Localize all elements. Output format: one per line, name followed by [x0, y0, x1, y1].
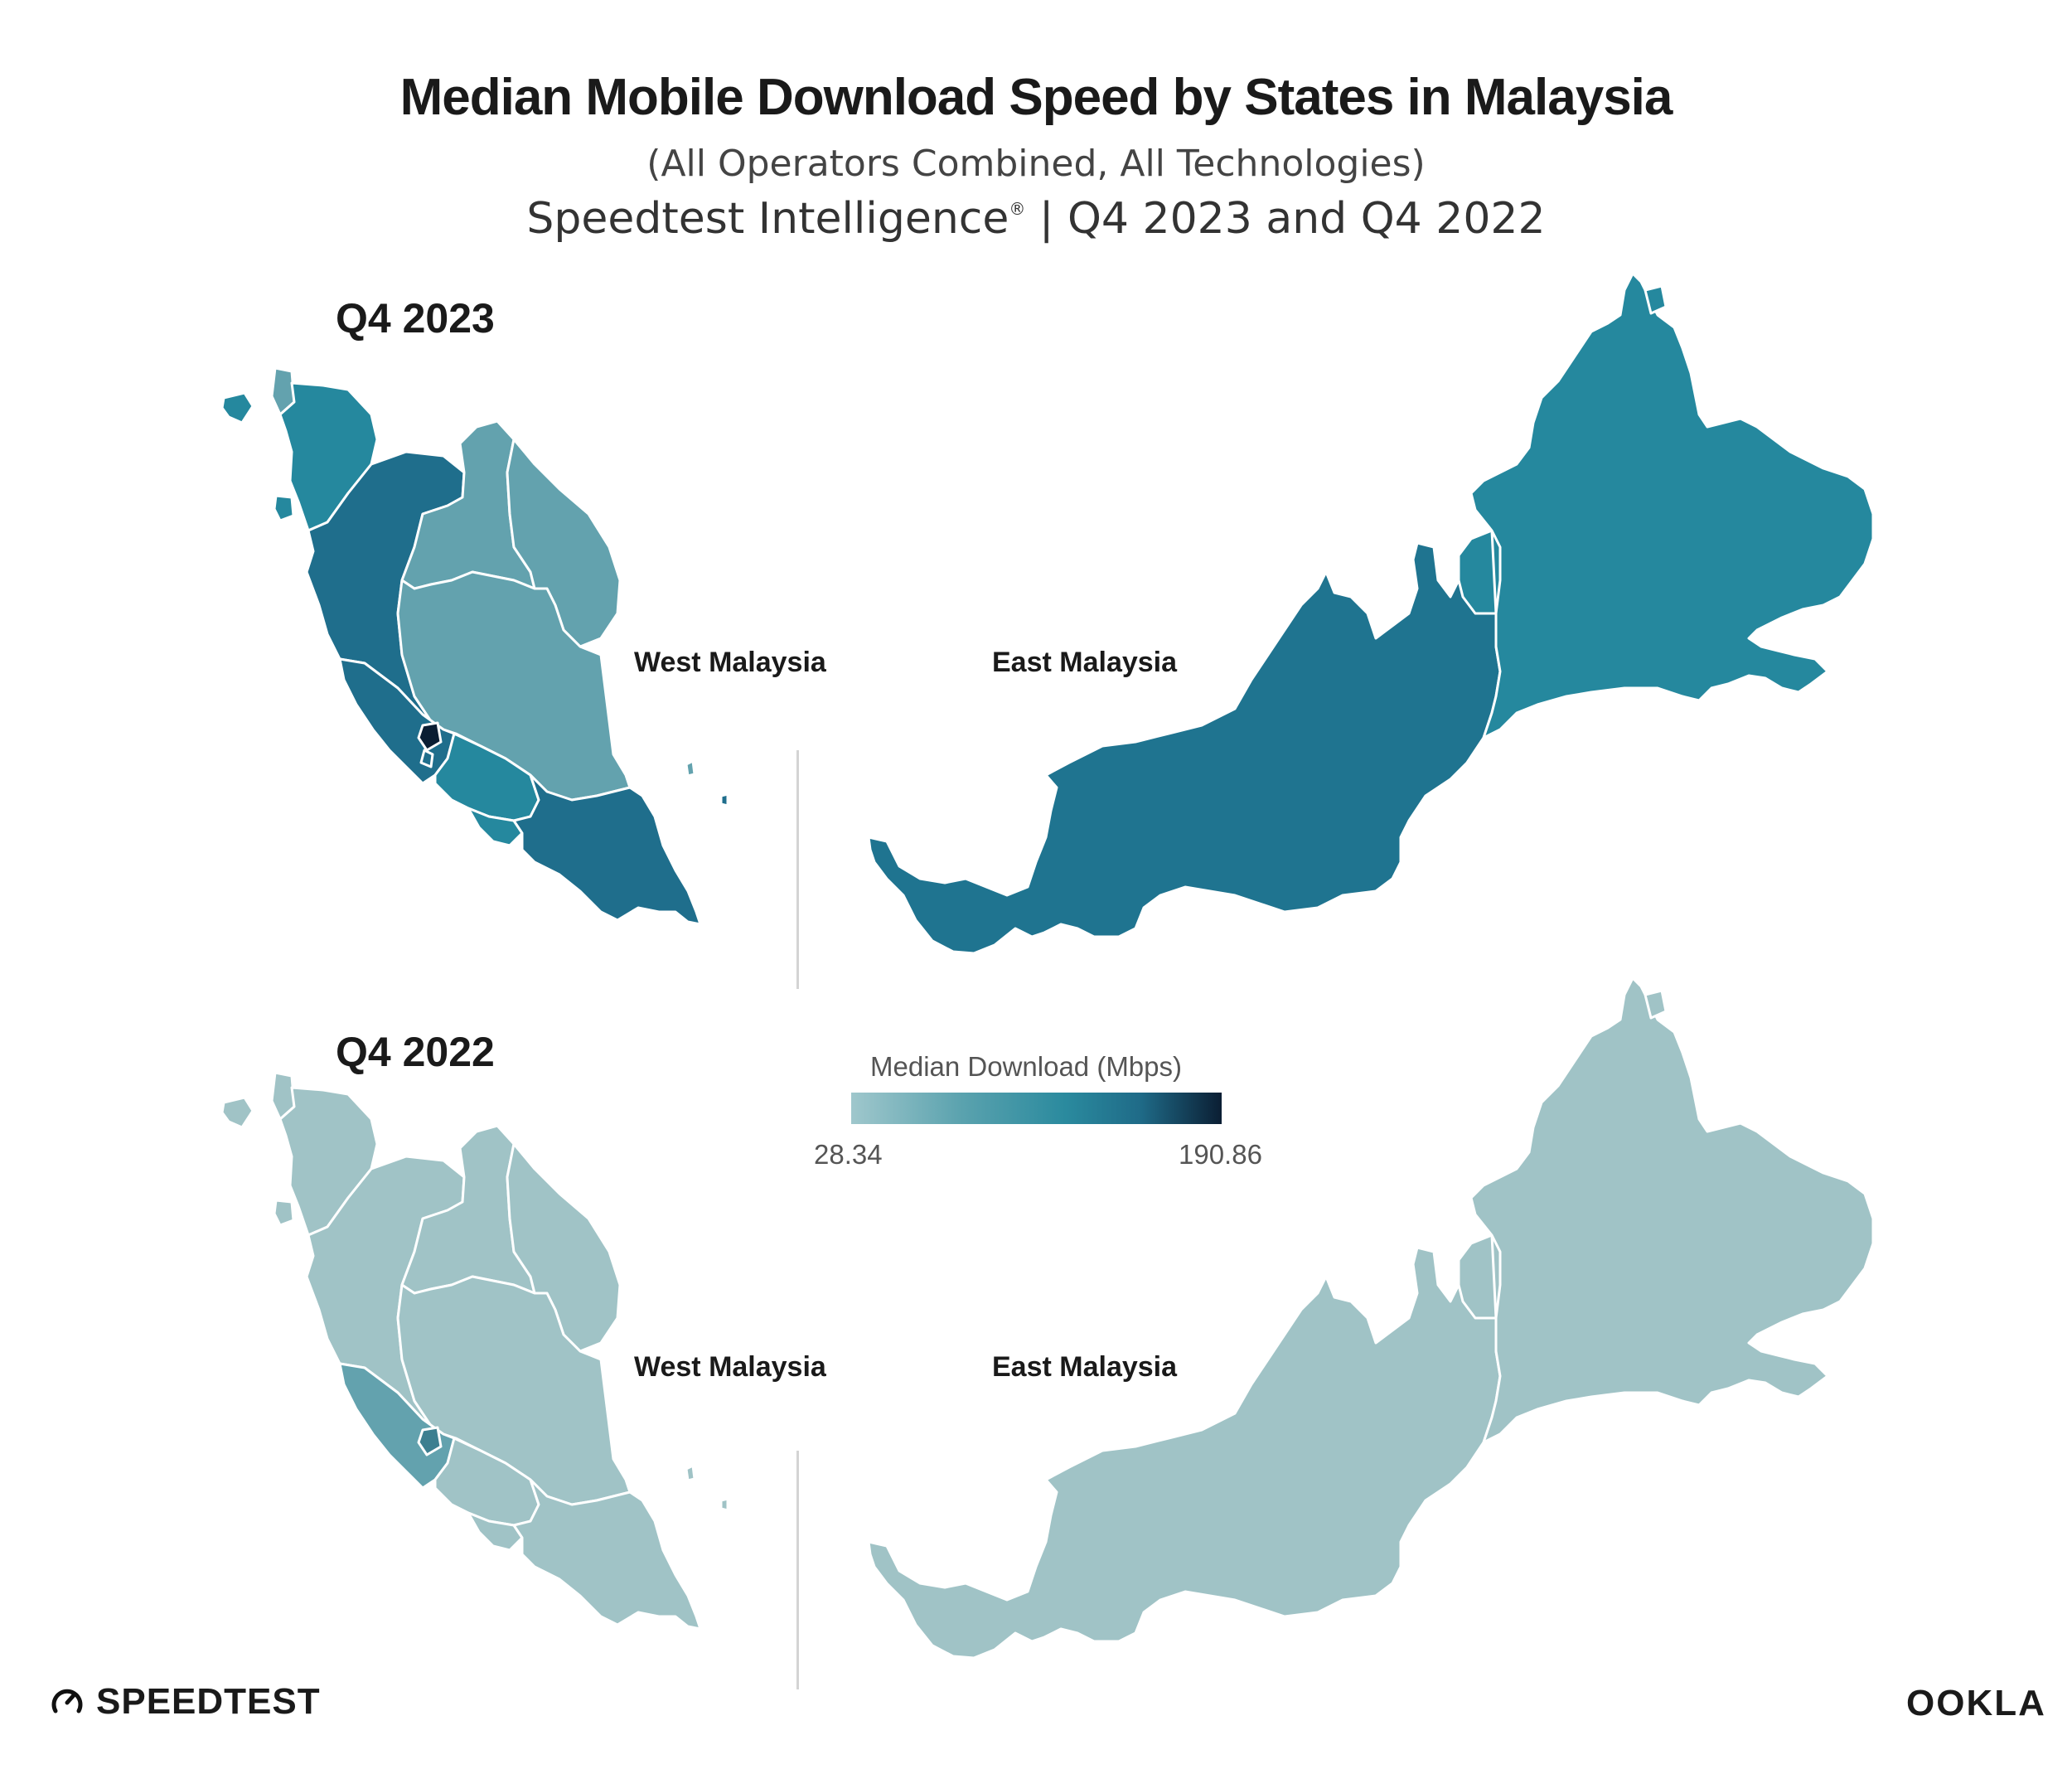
period-label-q4-2022: Q4 2022 [336, 1029, 495, 1075]
map-q4-2022 [220, 977, 1875, 1660]
source-line: Speedtest Intelligence® | Q4 2023 and Q4… [0, 194, 2072, 244]
chart-title: Median Mobile Download Speed by States i… [399, 69, 1673, 126]
west-malaysia-label-2023: West Malaysia [634, 647, 826, 678]
territory-kuala-lumpur-2022 [417, 1426, 443, 1456]
state-melaka [467, 807, 524, 847]
ookla-logo: OOKLA [1906, 1683, 2046, 1723]
penang-island-2022 [273, 1199, 295, 1227]
state-terengganu [506, 438, 622, 648]
legend-max-value: 190.86 [1179, 1139, 1262, 1170]
speedtest-wordmark: SPEEDTEST [96, 1681, 321, 1722]
east-coast-islet-2022 [719, 1497, 729, 1512]
state-johor [512, 773, 702, 926]
state-sabah [1457, 272, 1875, 739]
legend-title: Median Download (Mbps) [870, 1051, 1183, 1082]
divider-2023 [796, 750, 799, 989]
state-melaka-2022 [467, 1511, 524, 1552]
east-coast-islet [719, 792, 729, 807]
penang-island [273, 494, 295, 522]
sabah-north-islands-2022 [1644, 989, 1668, 1020]
tioman-island [685, 759, 696, 778]
sabah-north-islands [1644, 284, 1668, 315]
east-malaysia-label-2022: East Malaysia [992, 1351, 1178, 1383]
tioman-island-2022 [685, 1464, 696, 1482]
langkawi-island-2022 [220, 1096, 254, 1129]
source-period: | Q4 2023 and Q4 2022 [1038, 194, 1546, 244]
west-malaysia-label-2022: West Malaysia [634, 1351, 826, 1383]
territory-kuala-lumpur [417, 721, 443, 752]
east-malaysia-label-2023: East Malaysia [992, 647, 1178, 678]
state-sabah-2022 [1457, 977, 1875, 1444]
period-label-q4-2023: Q4 2023 [336, 295, 495, 342]
source-name: Speedtest Intelligence [526, 194, 1009, 244]
registered-mark: ® [1009, 199, 1026, 219]
state-sarawak-2022 [867, 1233, 1502, 1660]
legend-min-value: 28.34 [814, 1139, 883, 1170]
divider-2022 [796, 1451, 799, 1689]
territory-putrajaya [419, 749, 434, 768]
legend-color-scale [851, 1093, 1222, 1124]
state-sarawak [867, 529, 1502, 955]
speedometer-icon [51, 1689, 83, 1713]
state-terengganu-2022 [506, 1142, 622, 1353]
chart-subtitle: (All Operators Combined, All Technologie… [646, 143, 1426, 185]
state-johor-2022 [512, 1478, 702, 1631]
speedtest-logo: SPEEDTEST [50, 1681, 321, 1723]
langkawi-island [220, 391, 254, 424]
map-q4-2023 [220, 272, 1875, 955]
